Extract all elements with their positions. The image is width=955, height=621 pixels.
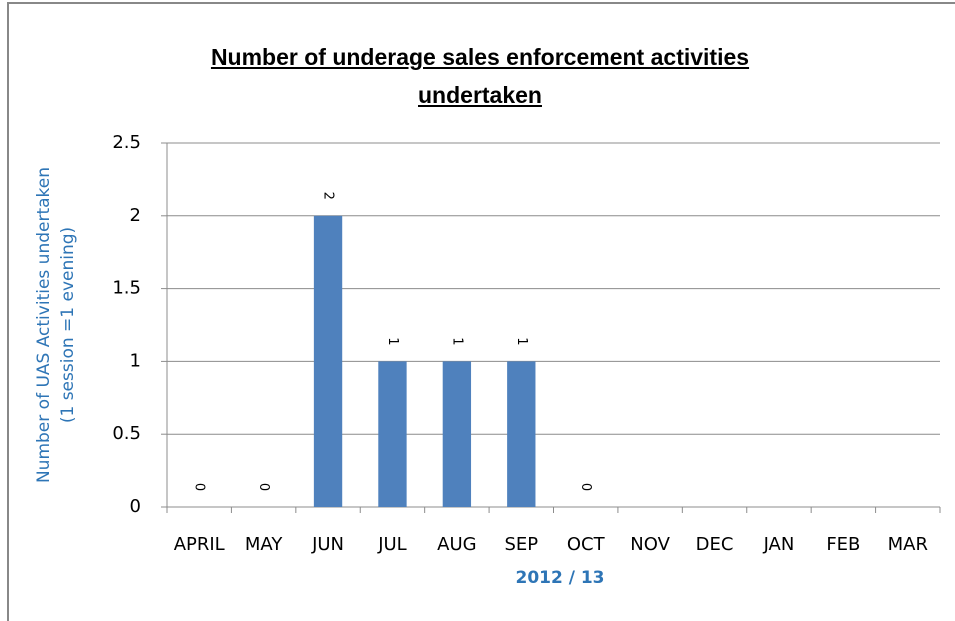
bar: [442, 361, 472, 507]
y-tick-label: 1: [130, 350, 141, 371]
y-axis-label: Number of UAS Activities undertaken (1 s…: [34, 167, 78, 483]
data-label: 0: [256, 483, 271, 491]
x-tick-label: JUN: [311, 534, 344, 555]
y-tick-label: 0.5: [112, 423, 141, 444]
x-tick-label: SEP: [504, 534, 538, 555]
x-tick-label: AUG: [437, 534, 476, 555]
data-label: 1: [449, 337, 464, 345]
x-tick-label: JUL: [377, 534, 407, 555]
data-label: 1: [385, 337, 400, 345]
x-tick-label: MAY: [245, 534, 283, 555]
y-axis-label-line: Number of UAS Activities undertaken: [34, 167, 54, 483]
x-tick-label: NOV: [630, 534, 670, 555]
x-tick-label: APRIL: [174, 534, 225, 555]
chart-frame: [7, 2, 955, 621]
x-tick-label: OCT: [567, 534, 606, 555]
chart-title: Number of underage sales enforcement act…: [210, 44, 750, 108]
x-tick-label: FEB: [826, 534, 860, 555]
x-axis-label: 2012 / 13: [515, 568, 604, 588]
x-tick-label: JAN: [763, 534, 795, 555]
data-label: 0: [192, 483, 207, 491]
data-label: 1: [514, 337, 529, 345]
y-tick-label: 2: [130, 205, 141, 226]
data-label: 0: [578, 483, 593, 491]
y-tick-label: 2.5: [112, 132, 141, 153]
bar: [507, 361, 536, 507]
bar: [378, 361, 407, 507]
data-label: 2: [321, 192, 336, 200]
x-tick-label: MAR: [888, 534, 928, 555]
y-axis-label-line: (1 session =1 evening): [58, 227, 78, 423]
x-tick-label: DEC: [696, 534, 734, 555]
y-tick-label: 0: [130, 496, 141, 517]
y-tick-label: 1.5: [112, 278, 141, 299]
bar: [313, 215, 343, 508]
